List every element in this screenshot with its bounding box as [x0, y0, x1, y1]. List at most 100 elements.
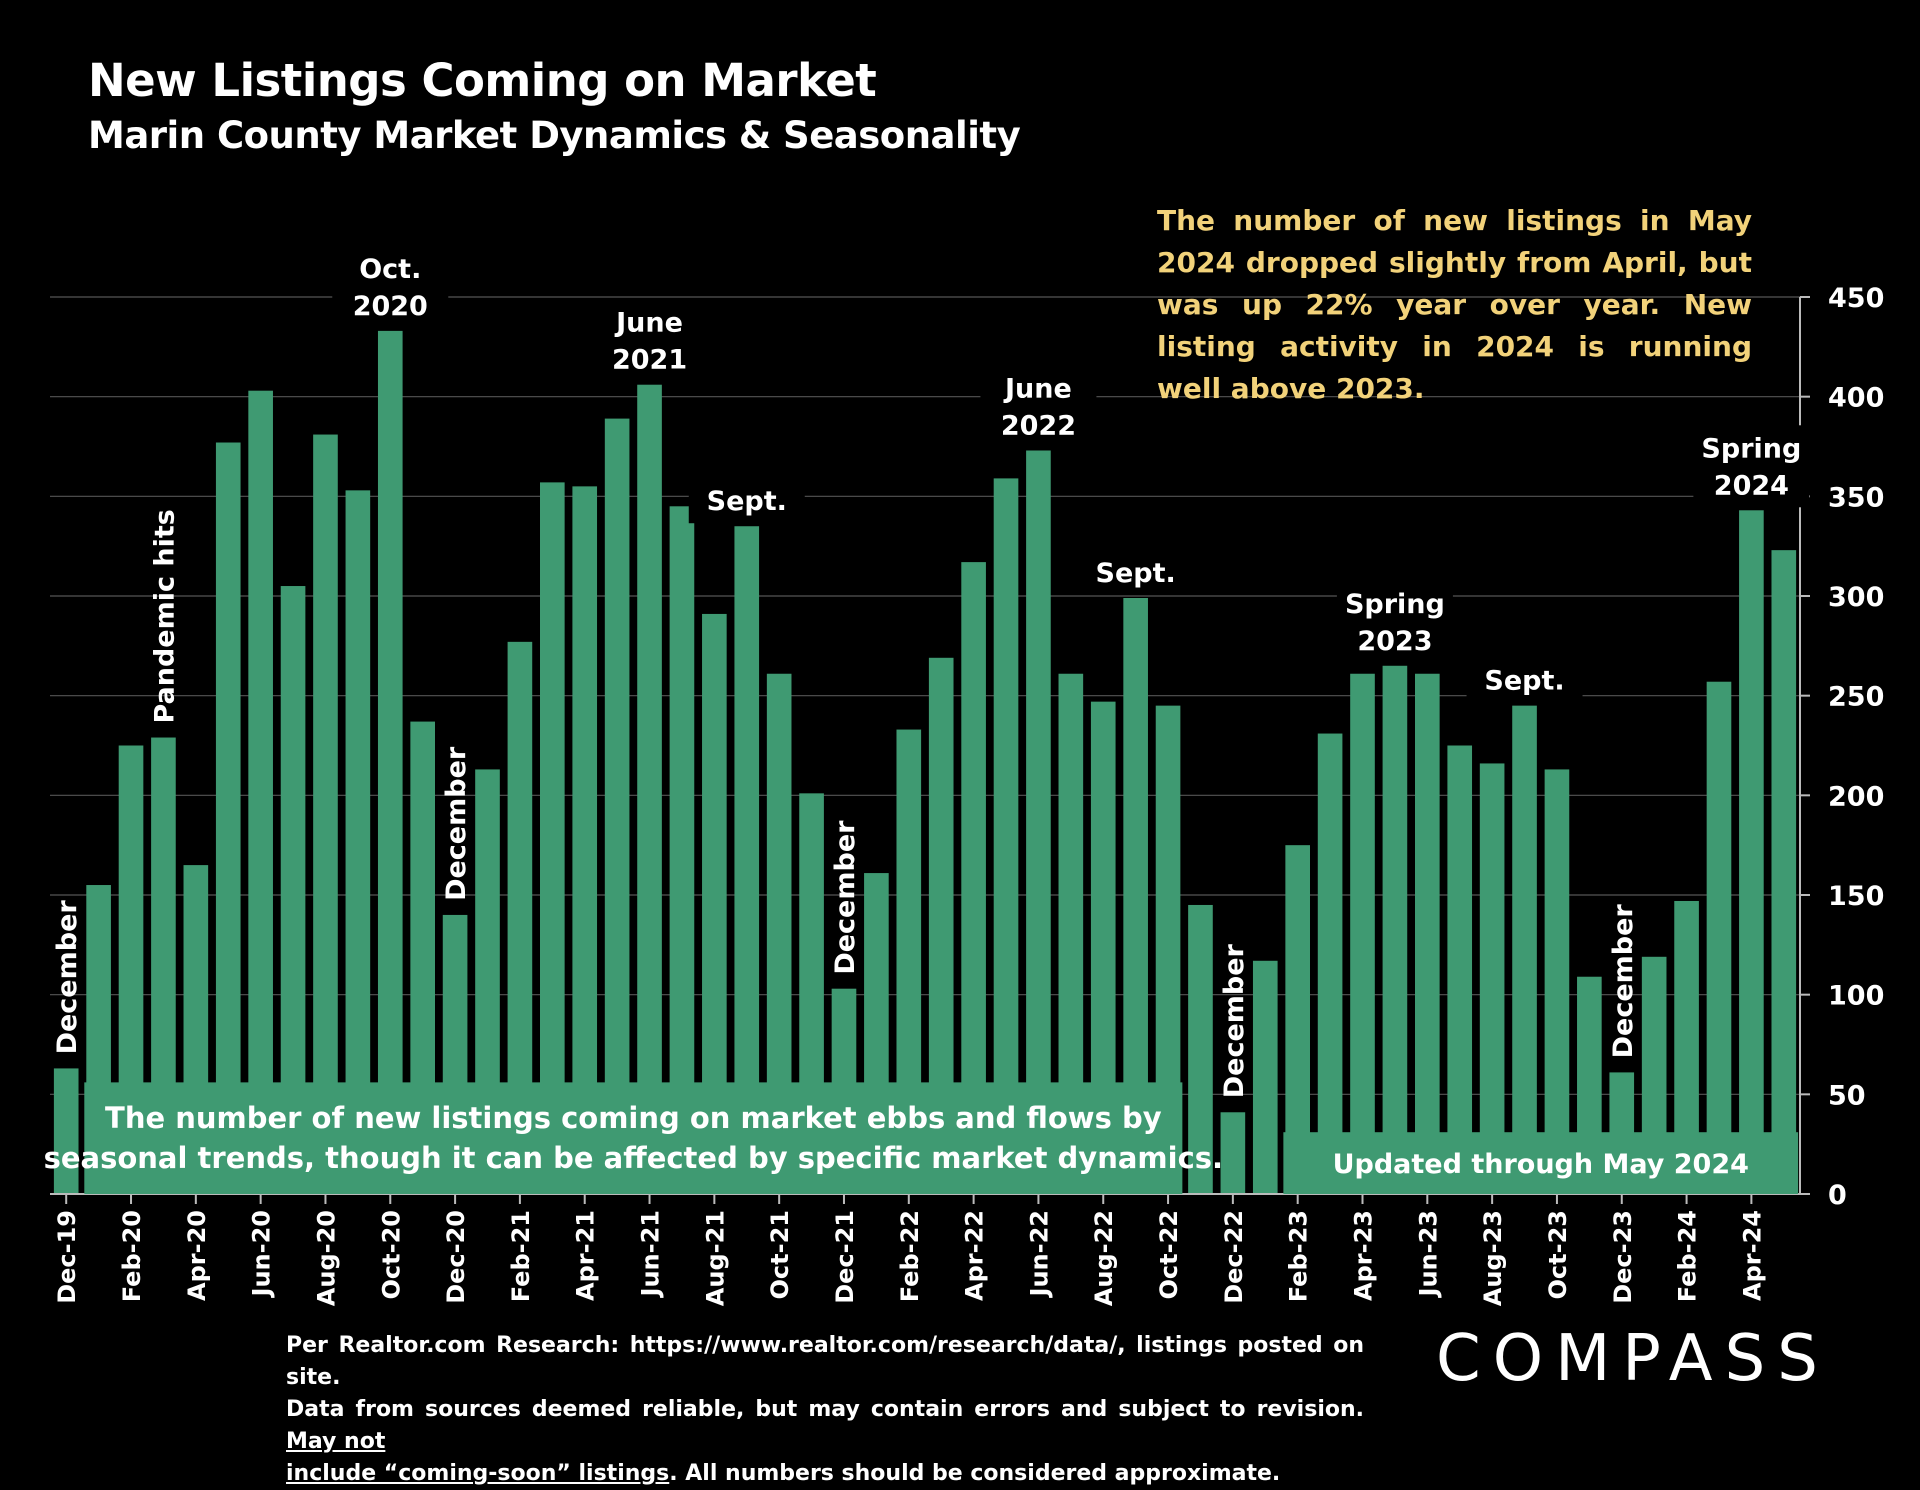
bar — [993, 478, 1019, 1195]
x-tick-label: Feb-21 — [507, 1210, 535, 1302]
bar-annotation: December — [1219, 943, 1250, 1098]
bar-chart: 0 50 100 150 200 250 300 350 400 450 Dec-19 Feb-20 A… — [43, 245, 1885, 1307]
bar — [540, 482, 565, 1194]
text-band — [84, 1082, 1183, 1194]
x-tick-label: Apr-22 — [961, 1210, 989, 1301]
x-tick-label: Aug-23 — [1479, 1210, 1507, 1306]
y-tick-label: 300 — [1828, 582, 1884, 613]
x-tick-label: Oct-22 — [1155, 1210, 1183, 1299]
bar — [1771, 550, 1797, 1194]
annotation-backdrop — [1466, 657, 1583, 703]
x-tick-label: Aug-20 — [312, 1210, 340, 1306]
footnote-underline-b: include “coming-soon” listings — [286, 1461, 670, 1486]
bar-annotation: Sept. — [1096, 558, 1176, 589]
bar-annotation: December — [441, 746, 472, 901]
bar — [313, 434, 338, 1194]
bar — [669, 506, 695, 1194]
bar — [215, 442, 241, 1195]
x-tick-label: Feb-24 — [1674, 1210, 1702, 1302]
bar-annotation: Pandemic hits — [149, 509, 180, 723]
bar — [1415, 673, 1440, 1194]
annotation-backdrop — [591, 299, 708, 382]
bar-annotation: Spring 2023 — [1345, 589, 1445, 657]
bar-annotation: December — [830, 820, 861, 975]
bar — [1317, 733, 1343, 1194]
footnote-line1: Per Realtor.com Research: https://www.re… — [286, 1333, 1364, 1390]
band-label: The number of new listings coming on mar… — [44, 1101, 1223, 1175]
bar — [1026, 450, 1051, 1194]
y-tick-label: 450 — [1828, 283, 1884, 314]
bar — [1479, 763, 1505, 1194]
x-tick-label: Feb-22 — [896, 1210, 924, 1302]
annotation-backdrop — [332, 245, 449, 328]
x-tick-label: Jun-23 — [1414, 1210, 1442, 1298]
bar-annotation: December — [52, 900, 83, 1055]
compass-logo: COMPASS — [1436, 1322, 1830, 1396]
bar — [1220, 1112, 1246, 1194]
bar — [1512, 705, 1537, 1194]
bar-annotation: Sept. — [707, 486, 787, 517]
bar-annotation: December — [1608, 904, 1639, 1059]
footnote-line3: . All numbers should be considered appro… — [669, 1461, 1281, 1486]
annotation-backdrop — [1693, 425, 1810, 508]
x-tick-label: Dec-22 — [1220, 1210, 1248, 1304]
bar — [572, 486, 598, 1194]
x-tick-label: Oct-20 — [377, 1210, 405, 1299]
band-label: Updated through May 2024 — [1333, 1149, 1749, 1180]
bar — [1382, 665, 1408, 1194]
chart-title: New Listings Coming on Market — [88, 54, 877, 107]
bar-annotation: Sept. — [1484, 666, 1564, 697]
y-tick-label: 100 — [1828, 981, 1884, 1012]
bar — [1544, 769, 1570, 1194]
y-tick-label: 0 — [1828, 1180, 1847, 1211]
y-tick-label: 250 — [1828, 682, 1884, 713]
x-tick-label: Oct-21 — [766, 1210, 794, 1299]
x-tick-label: Apr-24 — [1738, 1210, 1766, 1301]
footnote-line2: Data from sources deemed reliable, but m… — [286, 1397, 1364, 1422]
text-band — [1283, 1132, 1799, 1194]
x-tick-label: Aug-21 — [701, 1210, 729, 1306]
bar — [1350, 673, 1375, 1194]
bar — [53, 1068, 79, 1194]
bar — [604, 418, 630, 1194]
bar — [1252, 960, 1278, 1194]
bar — [345, 490, 371, 1194]
summary-note: The number of new listings in May 2024 d… — [1157, 204, 1752, 405]
annotation-backdrop — [688, 478, 805, 524]
x-tick-label: Apr-21 — [572, 1210, 600, 1301]
x-tick-label: Dec-23 — [1609, 1210, 1637, 1304]
x-tick-label: Dec-19 — [53, 1210, 81, 1304]
x-tick-label: Jun-22 — [1025, 1210, 1053, 1298]
y-tick-label: 200 — [1828, 781, 1884, 812]
bar-annotation: June 2022 — [1001, 373, 1076, 441]
x-tick-label: Feb-23 — [1285, 1210, 1313, 1302]
annotation-backdrop — [1077, 549, 1194, 595]
bar-annotation: Oct. 2020 — [353, 254, 428, 322]
chart-subtitle: Marin County Market Dynamics & Seasonali… — [88, 114, 1021, 157]
bar — [248, 390, 273, 1195]
x-tick-label: Dec-21 — [831, 1210, 859, 1304]
x-tick-label: Feb-20 — [118, 1210, 146, 1302]
source-footnote: Per Realtor.com Research: https://www.re… — [286, 1330, 1364, 1490]
bar — [637, 384, 662, 1194]
annotation-backdrop — [980, 365, 1097, 448]
x-tick-label: Jun-21 — [637, 1210, 665, 1298]
y-tick-label: 400 — [1828, 383, 1884, 414]
bar — [1447, 745, 1473, 1194]
x-tick-label: Apr-23 — [1350, 1210, 1378, 1301]
x-tick-label: Oct-23 — [1544, 1210, 1572, 1299]
x-tick-label: Dec-20 — [442, 1210, 470, 1304]
x-tick-label: Aug-22 — [1090, 1210, 1118, 1306]
footnote-underline-a: May not — [286, 1429, 386, 1454]
annotation-backdrop — [1336, 580, 1453, 663]
y-tick-label: 350 — [1828, 482, 1884, 513]
x-tick-label: Jun-20 — [248, 1210, 276, 1298]
bar — [377, 330, 403, 1194]
bar-annotation: Spring 2024 — [1701, 433, 1801, 501]
bar — [1188, 904, 1213, 1194]
bar-annotation: June 2021 — [612, 308, 687, 376]
x-tick-label: Apr-20 — [183, 1210, 211, 1301]
bar — [1739, 510, 1764, 1195]
y-tick-label: 150 — [1828, 881, 1884, 912]
y-tick-label: 50 — [1828, 1080, 1866, 1111]
